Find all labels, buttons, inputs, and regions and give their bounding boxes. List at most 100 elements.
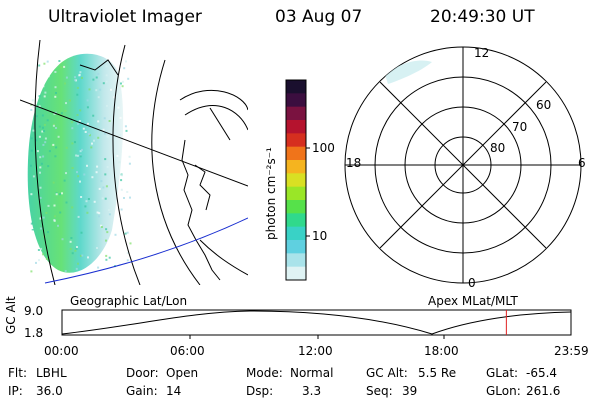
glat-key: GLat: <box>486 366 519 380</box>
colorbar-band <box>286 93 306 108</box>
polar-plot <box>344 46 582 284</box>
speckle <box>31 230 34 233</box>
gain-key: Gain: <box>126 384 158 398</box>
speckle <box>47 165 50 168</box>
speckle <box>81 76 83 79</box>
speckle <box>126 259 129 262</box>
speckle <box>64 270 67 273</box>
speckle <box>102 82 105 85</box>
speckle <box>55 92 57 94</box>
flt-key: Flt: <box>8 366 27 380</box>
speckle <box>53 123 55 126</box>
speckle <box>126 231 129 234</box>
colorbar-band <box>286 240 306 254</box>
speckle <box>31 99 34 102</box>
speckle <box>55 127 57 129</box>
speckle <box>74 141 76 144</box>
speckle <box>76 171 78 174</box>
speckle <box>60 112 63 115</box>
speckle <box>46 60 49 63</box>
speckle <box>100 226 103 228</box>
colorbar-band <box>286 200 306 214</box>
speckle <box>80 231 83 234</box>
speckle <box>120 179 123 182</box>
colorbar-band <box>286 146 306 161</box>
speckle <box>54 86 57 89</box>
speckle <box>87 256 89 259</box>
colorbar-band <box>286 186 306 201</box>
colorbar-band <box>286 266 306 281</box>
speckle <box>64 82 66 85</box>
speckle <box>55 146 58 149</box>
speckle <box>125 60 127 63</box>
orbit-ymin: 1.8 <box>24 326 44 340</box>
speckle <box>88 133 90 136</box>
mlat-label-60: 60 <box>536 98 552 112</box>
speckle <box>105 228 108 231</box>
speckle <box>69 240 72 243</box>
speckle <box>104 158 107 161</box>
speckle <box>76 246 78 249</box>
speckle <box>79 254 82 257</box>
speckle <box>105 258 108 261</box>
speckle <box>30 193 33 196</box>
speckle <box>91 176 94 179</box>
speckle <box>42 253 44 256</box>
observation-date: 03 Aug 07 <box>275 7 363 27</box>
speckle <box>48 150 51 153</box>
speckle <box>96 247 98 249</box>
ip-value: 36.0 <box>36 384 63 398</box>
speckle <box>30 108 33 111</box>
speckle <box>44 137 47 140</box>
speckle <box>77 215 80 218</box>
colorbar-tick-10: 10 <box>312 229 328 243</box>
speckle <box>60 66 63 69</box>
colorbar-band <box>286 226 306 241</box>
emission-speckles <box>30 60 132 276</box>
speckle <box>71 206 74 209</box>
speckle <box>91 142 93 145</box>
speckle <box>61 192 63 195</box>
speckle <box>103 117 106 120</box>
speckle <box>71 121 74 124</box>
speckle <box>35 115 38 118</box>
speckle <box>98 187 101 190</box>
speckle <box>32 105 35 108</box>
speckle <box>79 109 82 112</box>
speckle <box>35 139 38 142</box>
orbit-ylabel: GC Alt <box>4 296 18 334</box>
speckle <box>108 273 111 276</box>
mode-value: Normal <box>290 366 334 380</box>
speckle <box>42 155 45 158</box>
speckle <box>105 254 108 257</box>
mlt-label-12: 12 <box>474 46 490 60</box>
speckle <box>77 175 80 178</box>
speckle <box>109 212 111 215</box>
speckle <box>42 126 44 129</box>
speckle <box>41 130 44 133</box>
speckle <box>47 75 50 78</box>
speckle <box>68 99 71 102</box>
speckle <box>39 171 41 174</box>
speckle <box>104 173 107 176</box>
speckle <box>53 204 56 207</box>
speckle <box>38 125 41 128</box>
speckle <box>77 262 79 265</box>
speckle <box>76 93 79 96</box>
speckle <box>32 175 35 178</box>
speckle <box>104 197 107 200</box>
colorbar-unit-label: photon cm⁻²s⁻¹ <box>264 147 278 240</box>
mlt-label-6: 6 <box>578 156 586 170</box>
speckle <box>38 95 41 98</box>
speckle <box>105 185 108 188</box>
speckle <box>123 197 125 199</box>
glon-value: 261.6 <box>526 384 561 398</box>
speckle <box>99 88 102 91</box>
speckle <box>69 248 72 250</box>
speckle <box>117 106 120 109</box>
mlt-label-0: 0 <box>468 276 476 290</box>
speckle <box>84 205 87 208</box>
colorbar-band <box>286 80 306 94</box>
speckle <box>96 211 99 214</box>
speckle <box>97 259 100 262</box>
